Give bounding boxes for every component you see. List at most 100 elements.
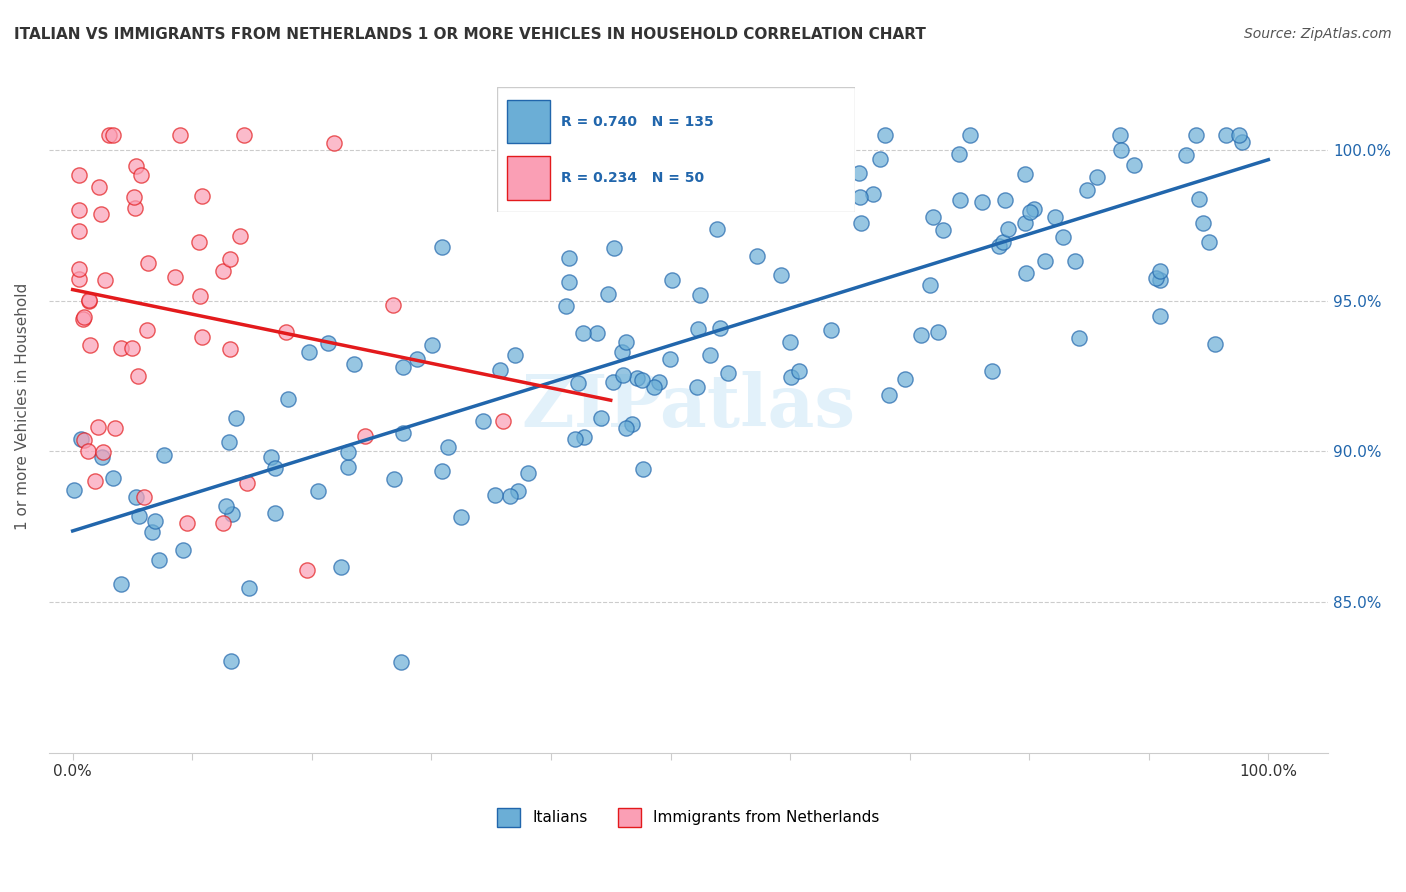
Point <box>849 216 872 230</box>
Point <box>686 322 709 336</box>
Point <box>506 483 529 498</box>
Point <box>110 577 132 591</box>
Point <box>276 325 298 339</box>
Point <box>959 128 981 142</box>
Point <box>125 159 148 173</box>
Point <box>238 581 260 595</box>
Point <box>877 388 900 402</box>
Point <box>87 180 110 194</box>
Y-axis label: 1 or more Vehicles in Household: 1 or more Vehicles in Household <box>15 283 30 530</box>
Point <box>873 128 896 142</box>
Point <box>188 289 211 303</box>
Point <box>688 128 710 142</box>
Point <box>1149 264 1171 278</box>
Point <box>894 372 917 386</box>
Point <box>558 251 581 265</box>
Point <box>488 363 510 377</box>
Point <box>219 342 242 356</box>
Point <box>747 249 769 263</box>
Point <box>602 375 624 389</box>
Point <box>316 335 339 350</box>
Point <box>1108 128 1130 142</box>
Point <box>406 352 429 367</box>
Point <box>176 516 198 530</box>
Point <box>626 370 648 384</box>
Point <box>104 421 127 435</box>
Point <box>555 299 578 313</box>
Point <box>337 459 360 474</box>
Point <box>337 445 360 459</box>
Point <box>67 203 90 218</box>
Point <box>1122 158 1144 172</box>
Point <box>215 499 238 513</box>
Point <box>659 352 682 367</box>
Point <box>932 223 955 237</box>
Point <box>420 338 443 352</box>
Point <box>948 147 970 161</box>
Point <box>779 334 801 349</box>
Point <box>603 241 626 255</box>
Point <box>297 563 319 577</box>
Point <box>980 364 1002 378</box>
Point <box>343 357 366 371</box>
Point <box>949 194 972 208</box>
Point <box>1067 331 1090 345</box>
Point <box>633 461 655 475</box>
Point <box>616 421 638 435</box>
Point <box>586 326 609 341</box>
Point <box>661 273 683 287</box>
Point <box>686 380 709 394</box>
Point <box>770 268 793 282</box>
Point <box>218 435 240 450</box>
Point <box>87 420 110 434</box>
Point <box>970 194 993 209</box>
Point <box>77 293 100 308</box>
Point <box>706 221 728 235</box>
Point <box>191 189 214 203</box>
Point <box>219 654 242 668</box>
Point <box>153 448 176 462</box>
Point <box>391 426 413 441</box>
Point <box>1085 169 1108 184</box>
Point <box>131 168 153 182</box>
Point <box>558 275 581 289</box>
Point <box>492 414 515 428</box>
Point <box>263 507 285 521</box>
Point <box>630 373 652 387</box>
Text: ITALIAN VS IMMIGRANTS FROM NETHERLANDS 1 OR MORE VEHICLES IN HOUSEHOLD CORRELATI: ITALIAN VS IMMIGRANTS FROM NETHERLANDS 1… <box>14 27 927 42</box>
Point <box>643 380 665 394</box>
Point <box>101 471 124 485</box>
Point <box>1227 128 1250 142</box>
Point <box>430 239 453 253</box>
Point <box>1204 337 1226 351</box>
Point <box>849 189 872 203</box>
Point <box>437 440 460 454</box>
Point <box>121 341 143 355</box>
Point <box>73 310 96 325</box>
Point <box>1076 183 1098 197</box>
Point <box>1184 128 1206 142</box>
Point <box>869 153 891 167</box>
Point <box>79 293 101 307</box>
Point <box>1191 216 1213 230</box>
Point <box>648 376 671 390</box>
Point <box>188 235 211 249</box>
Point <box>572 430 595 444</box>
Point <box>1198 235 1220 249</box>
Point <box>101 128 124 142</box>
Point <box>132 491 155 505</box>
Point <box>717 366 740 380</box>
Point <box>79 337 101 351</box>
Point <box>1230 135 1253 149</box>
Point <box>389 655 412 669</box>
Point <box>920 278 942 293</box>
Point <box>136 256 159 270</box>
Point <box>125 491 148 505</box>
Point <box>862 187 884 202</box>
Point <box>789 364 811 378</box>
Point <box>298 345 321 359</box>
Point <box>70 432 93 446</box>
Point <box>1014 167 1036 181</box>
Point <box>517 466 540 480</box>
Point <box>382 472 405 486</box>
